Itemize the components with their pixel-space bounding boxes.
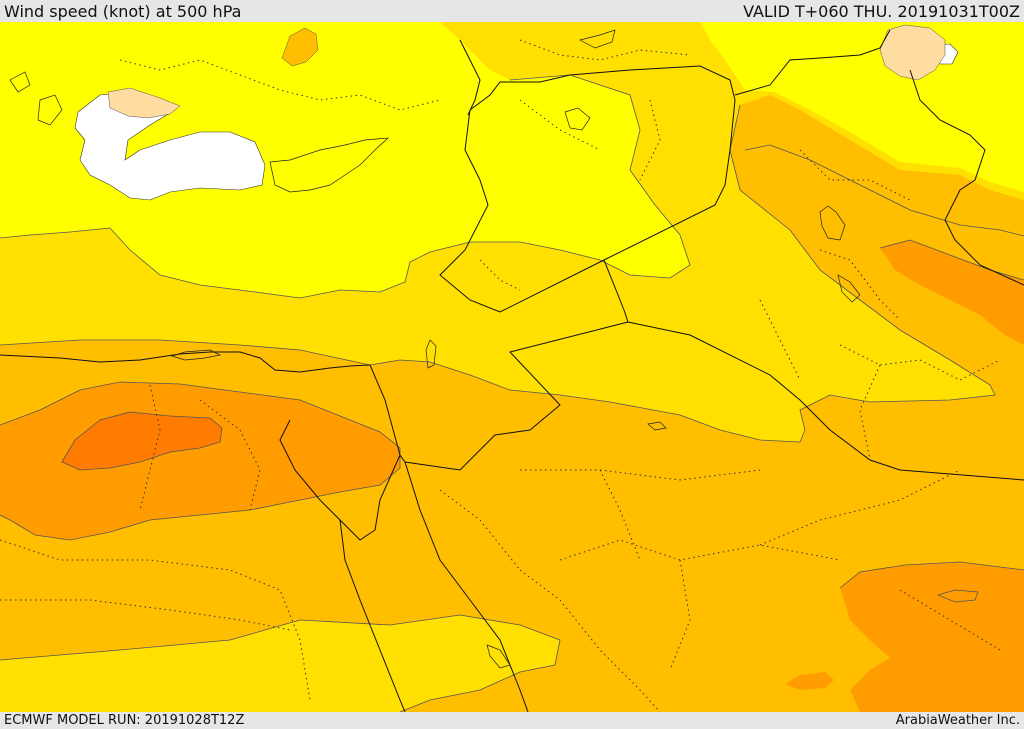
header-bar: Wind speed (knot) at 500 hPa VALID T+060… — [0, 0, 1024, 22]
wind-band-orange-east — [880, 240, 1024, 345]
province-boundaries — [0, 39, 1001, 712]
wind-speed-map — [0, 22, 1024, 712]
map-title: Wind speed (knot) at 500 hPa — [4, 2, 242, 21]
wind-band-gold-south — [0, 615, 560, 712]
wind-band-orange-southeast — [840, 562, 1024, 712]
valid-time: VALID T+060 THU. 20191031T00Z — [743, 2, 1020, 21]
credit: ArabiaWeather Inc. — [895, 713, 1020, 728]
wind-band-yellow-east — [700, 22, 1024, 192]
wind-band-peach-aegean — [107, 87, 181, 119]
wind-band-darkorange — [62, 412, 222, 470]
wind-band-orange-islet — [281, 27, 319, 67]
wind-band-orange-spot — [785, 672, 834, 690]
wind-band-gold-inner — [745, 145, 1024, 282]
model-run: ECMWF MODEL RUN: 20191028T12Z — [4, 713, 245, 728]
wind-band-yellow — [0, 22, 690, 298]
footer-bar: ECMWF MODEL RUN: 20191028T12Z ArabiaWeat… — [0, 712, 1024, 729]
country-borders — [0, 29, 1024, 712]
wind-band-peach-caspian — [879, 24, 946, 81]
coastlines — [9, 29, 861, 669]
